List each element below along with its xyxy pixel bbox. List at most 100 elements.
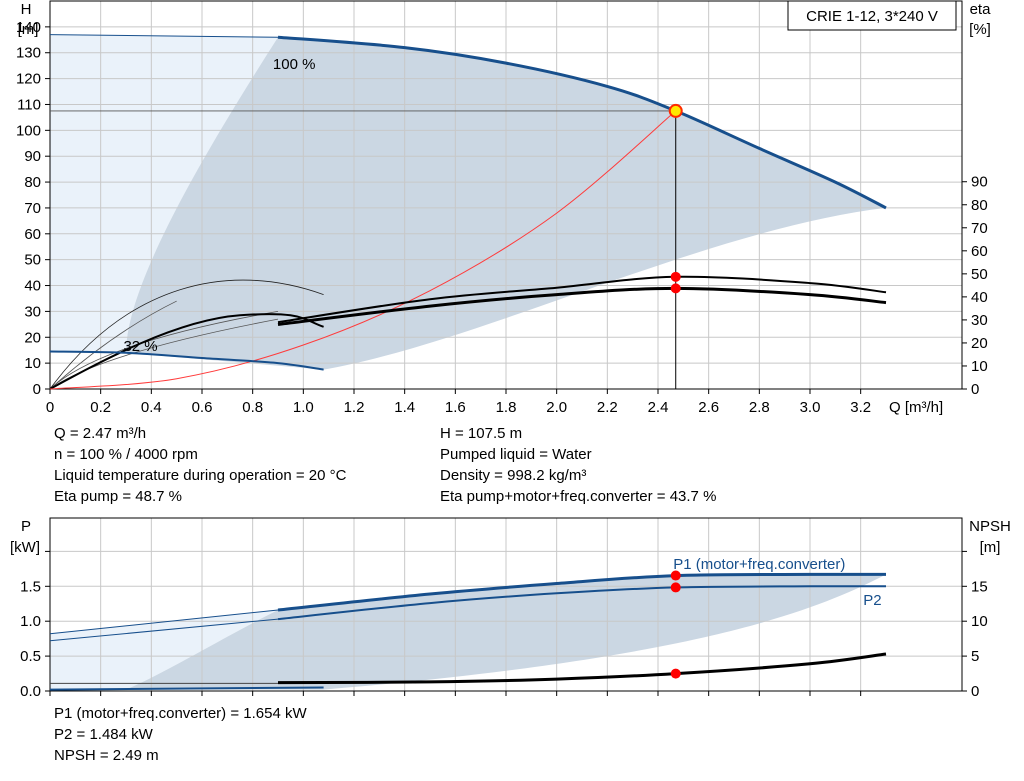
max-speed-h-curve-low-flow [49,34,279,38]
y-left-tick-label: 140 [16,19,41,36]
npsh-curve [277,652,887,685]
npsh-tick-label: 5 [971,648,979,665]
p1-low-flow-line [49,609,279,635]
y-right-tick-label: 90 [971,174,988,191]
x-tick-label: 2.4 [648,399,669,416]
info-p1: P1 (motor+freq.converter) = 1.654 kW [54,705,307,722]
p-tick-label: 1.5 [20,578,41,595]
power-info: P1 (motor+freq.converter) = 1.654 kW P2 … [54,703,307,766]
info-eta-total: Eta pump+motor+freq.converter = 43.7 % [440,488,717,505]
y-left-tick-label: 80 [24,174,41,191]
p-axis-label: P [21,518,31,535]
eta-total-curve [277,286,887,326]
y-left-tick-label: 50 [24,252,41,269]
y-left-tick-label: 10 [24,355,41,372]
eta-pump-marker [670,271,681,282]
y-left-tick-label: 90 [24,148,41,165]
npsh-marker [670,668,681,679]
p-tick-label: 0.0 [20,683,41,700]
y-left-axis-label: H [21,1,32,18]
p2-low-flow-line [49,618,279,642]
duty-info-left: Q = 2.47 m³/h n = 100 % / 4000 rpm Liqui… [54,423,346,507]
y-right-tick-label: 30 [971,312,988,329]
x-tick-label: 0.4 [141,399,162,416]
y-right-axis-unit: [%] [969,21,991,38]
min-speed-power-line [49,686,324,691]
x-tick-label: 2.6 [698,399,719,416]
x-tick-label: 1.8 [496,399,517,416]
y-left-tick-label: 20 [24,329,41,346]
y-right-tick-label: 80 [971,197,988,214]
x-tick-label: 1.0 [293,399,314,416]
duty-info-right: H = 107.5 m Pumped liquid = Water Densit… [440,423,716,507]
npsh-axis-unit: [m] [980,539,1001,556]
y-left-tick-label: 120 [16,71,41,88]
y-left-tick-label: 60 [24,226,41,243]
info-liquid: Pumped liquid = Water [440,446,592,463]
eta-pump-curve [277,275,887,324]
y-left-tick-label: 40 [24,278,41,295]
y-left-tick-label: 0 [33,381,41,398]
y-right-tick-label: 0 [971,381,979,398]
model-label: CRIE 1-12, 3*240 V [806,8,938,25]
info-speed: n = 100 % / 4000 rpm [54,446,198,463]
x-tick-label: 1.2 [344,399,365,416]
min-speed-label: 32 % [123,338,157,355]
y-left-tick-label: 100 [16,122,41,139]
y-left-tick-label: 110 [17,96,41,113]
x-tick-label: 0.2 [90,399,111,416]
p2-curve [277,585,887,621]
affinity-line [49,300,177,390]
info-p2: P2 = 1.484 kW [54,726,153,743]
x-tick-label: 0.8 [242,399,263,416]
x-axis-label: Q [m³/h] [889,399,943,416]
p-tick-label: 1.0 [20,613,41,630]
info-density: Density = 998.2 kg/m³ [440,467,587,484]
max-speed-h-curve [277,35,887,210]
p1-series-label: P1 (motor+freq.converter) [673,556,845,573]
y-right-axis-label: eta [970,1,992,18]
min-speed-h-curve [49,350,324,371]
info-temperature: Liquid temperature during operation = 20… [54,467,347,484]
duty-point-marker [668,103,683,118]
npsh-tick-label: 15 [971,578,988,595]
p2-marker [670,582,681,593]
p-axis-unit: [kW] [10,539,40,556]
p-tick-label: 0.5 [20,648,41,665]
x-tick-label: 1.6 [445,399,466,416]
x-tick-label: 2.2 [597,399,618,416]
info-eta-pump: Eta pump = 48.7 % [54,488,182,505]
model-label-box [787,0,957,31]
y-left-tick-label: 130 [16,45,41,62]
info-head: H = 107.5 m [440,425,523,442]
x-tick-label: 1.4 [394,399,415,416]
eta-total-marker [670,283,681,294]
x-tick-label: 0 [46,399,54,416]
y-right-tick-label: 50 [971,266,988,283]
x-tick-label: 0.6 [192,399,213,416]
max-speed-label: 100 % [273,56,316,73]
info-flow: Q = 2.47 m³/h [54,425,147,442]
x-tick-label: 2.8 [749,399,770,416]
power-low-flow-region [50,610,278,691]
y-right-tick-label: 10 [971,358,988,375]
y-left-tick-label: 30 [24,303,41,320]
npsh-tick-label: 10 [971,613,988,630]
p1-curve [277,572,887,612]
y-right-tick-label: 40 [971,289,988,306]
y-left-axis-unit: [m] [18,21,39,38]
y-right-tick-label: 70 [971,220,988,237]
x-tick-label: 2.0 [546,399,567,416]
low-flow-region [50,34,278,353]
x-tick-label: 3.2 [850,399,871,416]
y-right-tick-label: 60 [971,243,988,260]
y-left-tick-label: 70 [24,200,41,217]
npsh-tick-label: 0 [971,683,979,700]
npsh-axis-label: NPSH [969,518,1011,535]
y-right-tick-label: 20 [971,335,988,352]
p1-marker [670,570,681,581]
p2-series-label: P2 [863,592,881,609]
system-curve [49,110,677,390]
info-npsh: NPSH = 2.49 m [54,747,159,764]
